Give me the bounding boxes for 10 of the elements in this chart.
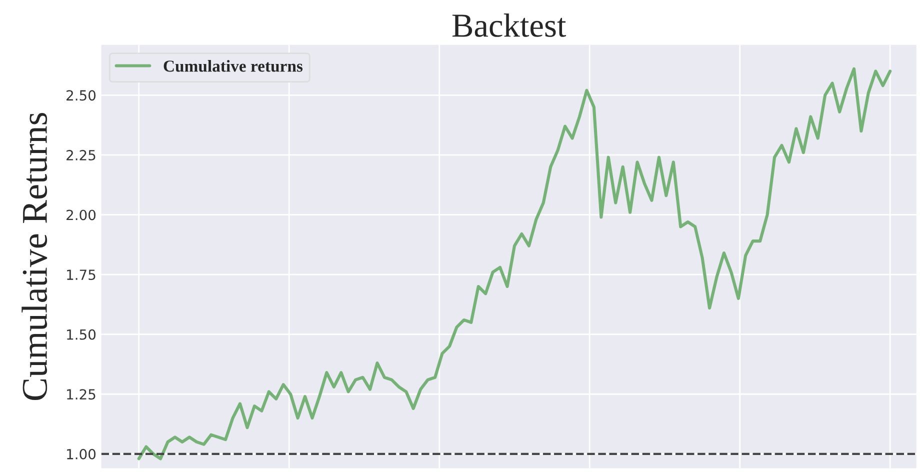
y-tick-label: 2.25 — [66, 150, 96, 160]
chart-title: Backtest — [452, 13, 566, 37]
y-axis-title: Cumulative Returns — [22, 112, 48, 400]
legend-label: Cumulative returns — [164, 60, 303, 72]
y-tick-label: 1.25 — [67, 389, 96, 400]
y-tick-label: 2.00 — [66, 210, 96, 220]
y-tick-label: 2.50 — [66, 90, 96, 101]
y-tick-label: 1.50 — [67, 329, 96, 340]
y-tick-label: 1.75 — [67, 270, 96, 280]
y-tick-label: 1.00 — [67, 448, 96, 460]
